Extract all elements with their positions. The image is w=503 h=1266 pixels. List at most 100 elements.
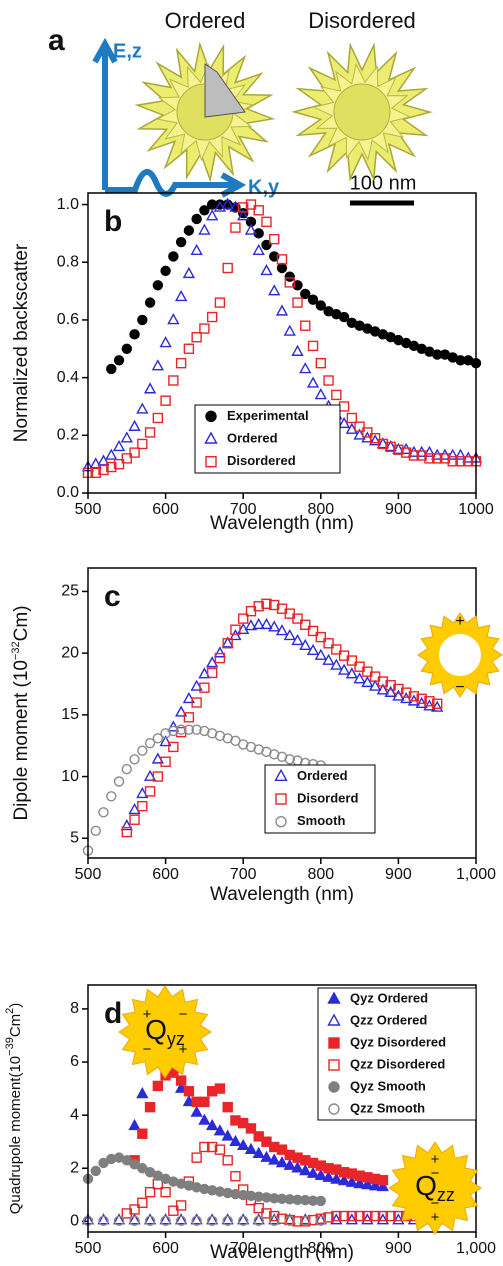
marker [151,359,164,371]
marker [384,439,397,452]
marker [353,428,366,440]
marker [151,752,164,764]
y-tick-label: 0.0 [57,484,79,501]
ordered-title: Ordered [165,8,246,33]
marker [392,1213,405,1225]
marker [385,680,396,691]
plot-frame [87,192,477,494]
marker [128,419,141,431]
marker [237,209,250,221]
marker [283,1213,296,1225]
marker [275,793,287,805]
marker [283,1158,296,1170]
marker [159,336,172,348]
marker [129,1215,140,1227]
marker [245,1123,257,1134]
marker [237,1117,249,1129]
marker [137,1197,148,1208]
y-axis-title-part: 2 [4,1008,16,1014]
marker [214,1083,226,1094]
sun-hole [439,634,481,676]
x-tick-label: 600 [152,1240,179,1257]
x-tick-label: 1,000 [456,866,496,883]
marker [306,1166,320,1178]
y-axis-title: Dipole moment (10−32Cm) [10,605,32,820]
marker [230,1171,241,1182]
chart: 500 600 700 800 900 1000 0.0 0.2 0.4 0.6 0.8 1.0 b Wa… [11,192,494,534]
marker [330,1172,343,1184]
series [128,1017,390,1192]
marker [205,455,217,468]
charge: + [431,1209,440,1226]
marker [167,313,180,325]
marker [300,320,311,331]
marker [345,422,358,434]
icon-label: Qzz [415,1170,455,1204]
marker [191,697,202,708]
marker [229,1134,242,1146]
marker [345,667,358,679]
marker [408,450,420,461]
cutaway [204,63,246,118]
marker [229,629,242,641]
marker [213,200,227,212]
marker [175,724,187,735]
marker [90,1165,101,1177]
marker [323,375,334,386]
marker [160,756,171,767]
chart: 500 600 700 800 900 1,000 0 2 4 6 8 d Wavelength (nm… [4,984,496,1263]
marker [121,826,133,838]
marker [283,324,296,336]
marker [361,1178,374,1190]
y-tick-label: 0.4 [57,369,79,386]
marker [136,1087,149,1099]
y-tick-label: 5 [70,829,79,846]
marker [431,448,444,460]
marker [129,447,140,458]
series [81,197,483,472]
marker [237,613,249,624]
marker [338,311,350,323]
x-tick-label: 500 [75,866,102,883]
charge: − [455,679,464,696]
charge: + [179,1041,188,1058]
marker [206,1118,219,1131]
series [120,617,444,831]
marker [221,197,234,209]
x-tick-label: 1,000 [456,1240,496,1257]
y-tick-label: 0 [70,1213,79,1230]
charge: + [431,1151,440,1168]
x-tick-label: 1000 [458,501,494,518]
marker [206,311,218,323]
marker [190,1105,203,1117]
x-tick-label: 600 [152,501,179,518]
marker [338,401,350,412]
legend-label: Qzz Ordered [350,1012,427,1027]
marker [337,1174,351,1186]
marker [253,1215,264,1227]
marker [432,453,443,464]
marker [400,442,413,455]
marker [129,754,140,765]
marker [182,691,196,704]
marker [354,1210,365,1222]
marker [385,441,396,453]
x-tick-label: 700 [230,1240,257,1257]
marker [198,1113,211,1125]
sun-shape [388,1141,482,1235]
marker [120,431,133,443]
marker [183,1086,195,1097]
marker [206,209,219,221]
marker [369,432,381,444]
marker [128,803,141,815]
marker [121,343,133,354]
marker [144,1186,156,1198]
marker [400,691,413,704]
marker [331,1210,342,1222]
marker [275,304,289,316]
y-tick-label: 8 [70,1000,79,1017]
marker [144,1215,156,1227]
marker [307,625,319,637]
marker [446,448,459,460]
marker [106,363,117,375]
